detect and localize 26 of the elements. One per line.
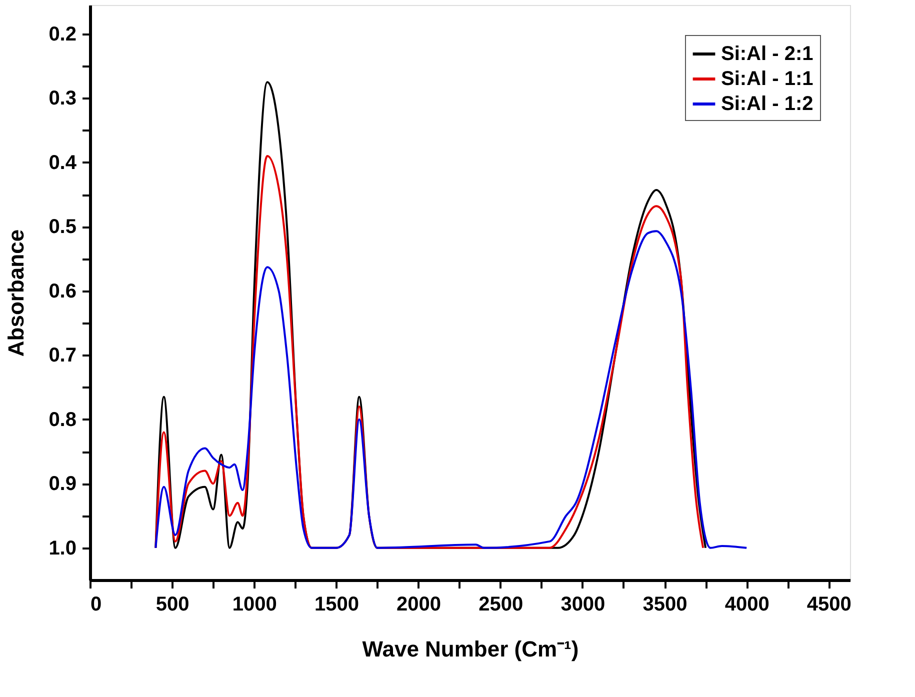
y-axis-title: Absorbance: [4, 229, 29, 357]
x-tick-label: 4500: [806, 594, 852, 616]
x-tick-label: 500: [156, 594, 190, 616]
y-tick-label: 1.0: [48, 537, 76, 560]
y-tick-label: 0.6: [48, 280, 76, 302]
x-tick-label: 1000: [232, 594, 277, 616]
legend-label: Si:Al - 1:1: [721, 68, 814, 90]
line-series: [154, 230, 748, 549]
legend-label: Si:Al - 2:1: [721, 43, 814, 65]
x-tick-label: 1500: [314, 594, 359, 616]
x-tick-label: 3500: [642, 594, 688, 616]
x-tick-label: 4000: [724, 594, 770, 616]
legend-label: Si:Al - 1:2: [721, 93, 814, 115]
y-tick-label: 0.9: [48, 473, 76, 496]
line-series: [154, 154, 704, 549]
x-tick-label: 3000: [560, 594, 606, 616]
y-tick-label: 0.4: [48, 152, 78, 174]
y-tick-label: 0.3: [48, 88, 76, 110]
x-tick-label: 0: [90, 594, 102, 616]
x-tick-label: 2500: [478, 594, 524, 616]
x-tick-label: 2000: [396, 594, 442, 616]
y-tick-label: 0.8: [48, 408, 76, 431]
y-tick-label: 0.5: [48, 216, 76, 238]
x-axis-title: Wave Number (Cm⁻¹): [362, 636, 579, 662]
y-tick-label: 0.2: [48, 23, 76, 46]
y-tick-label: 0.7: [48, 344, 76, 367]
